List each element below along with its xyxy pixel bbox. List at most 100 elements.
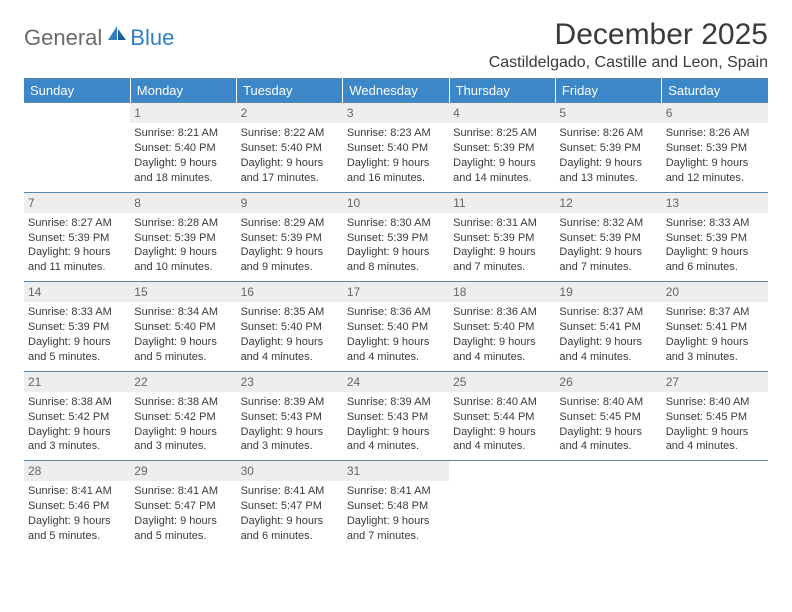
daylight-line-2: and 17 minutes.	[241, 171, 339, 186]
title-block: December 2025 Castildelgado, Castille an…	[489, 18, 768, 72]
weekday-header: Sunday	[24, 79, 130, 103]
sunset-line: Sunset: 5:44 PM	[453, 410, 551, 425]
daylight-line-2: and 12 minutes.	[666, 171, 764, 186]
sunrise-line: Sunrise: 8:32 AM	[559, 216, 657, 231]
calendar-day-cell: 25Sunrise: 8:40 AMSunset: 5:44 PMDayligh…	[449, 371, 555, 461]
calendar-day-cell	[449, 461, 555, 550]
calendar-day-cell: 18Sunrise: 8:36 AMSunset: 5:40 PMDayligh…	[449, 282, 555, 372]
sunset-line: Sunset: 5:45 PM	[666, 410, 764, 425]
daylight-line-2: and 5 minutes.	[28, 350, 126, 365]
daylight-line-1: Daylight: 9 hours	[453, 335, 551, 350]
calendar-day-cell: 12Sunrise: 8:32 AMSunset: 5:39 PMDayligh…	[555, 192, 661, 282]
sunset-line: Sunset: 5:45 PM	[559, 410, 657, 425]
calendar-day-cell: 28Sunrise: 8:41 AMSunset: 5:46 PMDayligh…	[24, 461, 130, 550]
sunrise-line: Sunrise: 8:22 AM	[241, 126, 339, 141]
sunrise-line: Sunrise: 8:37 AM	[559, 305, 657, 320]
daylight-line-2: and 5 minutes.	[134, 350, 232, 365]
sunset-line: Sunset: 5:40 PM	[134, 141, 232, 156]
calendar-day-cell: 30Sunrise: 8:41 AMSunset: 5:47 PMDayligh…	[237, 461, 343, 550]
calendar-day-cell: 16Sunrise: 8:35 AMSunset: 5:40 PMDayligh…	[237, 282, 343, 372]
daylight-line-1: Daylight: 9 hours	[666, 156, 764, 171]
calendar-day-cell: 13Sunrise: 8:33 AMSunset: 5:39 PMDayligh…	[662, 192, 768, 282]
sunrise-line: Sunrise: 8:39 AM	[241, 395, 339, 410]
daylight-line-1: Daylight: 9 hours	[28, 335, 126, 350]
sunrise-line: Sunrise: 8:36 AM	[347, 305, 445, 320]
daylight-line-1: Daylight: 9 hours	[347, 156, 445, 171]
daylight-line-1: Daylight: 9 hours	[347, 514, 445, 529]
daylight-line-2: and 9 minutes.	[241, 260, 339, 275]
daylight-line-1: Daylight: 9 hours	[134, 514, 232, 529]
sunrise-line: Sunrise: 8:40 AM	[666, 395, 764, 410]
daylight-line-2: and 13 minutes.	[559, 171, 657, 186]
month-title: December 2025	[489, 18, 768, 52]
sunrise-line: Sunrise: 8:27 AM	[28, 216, 126, 231]
sunset-line: Sunset: 5:39 PM	[666, 141, 764, 156]
day-number: 25	[449, 372, 555, 392]
calendar-day-cell: 31Sunrise: 8:41 AMSunset: 5:48 PMDayligh…	[343, 461, 449, 550]
daylight-line-2: and 7 minutes.	[453, 260, 551, 275]
daylight-line-2: and 3 minutes.	[241, 439, 339, 454]
daylight-line-2: and 7 minutes.	[559, 260, 657, 275]
daylight-line-2: and 4 minutes.	[347, 350, 445, 365]
day-number: 9	[237, 193, 343, 213]
weekday-header: Friday	[555, 79, 661, 103]
calendar-day-cell: 2Sunrise: 8:22 AMSunset: 5:40 PMDaylight…	[237, 103, 343, 193]
day-number: 26	[555, 372, 661, 392]
daylight-line-1: Daylight: 9 hours	[666, 245, 764, 260]
daylight-line-1: Daylight: 9 hours	[241, 245, 339, 260]
daylight-line-2: and 7 minutes.	[347, 529, 445, 544]
sunrise-line: Sunrise: 8:41 AM	[347, 484, 445, 499]
sunrise-line: Sunrise: 8:26 AM	[666, 126, 764, 141]
day-number: 27	[662, 372, 768, 392]
sunrise-line: Sunrise: 8:37 AM	[666, 305, 764, 320]
day-number: 28	[24, 461, 130, 481]
calendar-day-cell: 20Sunrise: 8:37 AMSunset: 5:41 PMDayligh…	[662, 282, 768, 372]
daylight-line-2: and 4 minutes.	[453, 350, 551, 365]
sunrise-line: Sunrise: 8:38 AM	[134, 395, 232, 410]
daylight-line-2: and 4 minutes.	[559, 439, 657, 454]
daylight-line-1: Daylight: 9 hours	[453, 245, 551, 260]
sunrise-line: Sunrise: 8:23 AM	[347, 126, 445, 141]
weekday-header: Monday	[130, 79, 236, 103]
daylight-line-1: Daylight: 9 hours	[666, 425, 764, 440]
sunset-line: Sunset: 5:46 PM	[28, 499, 126, 514]
sunrise-line: Sunrise: 8:21 AM	[134, 126, 232, 141]
logo-text-general: General	[24, 25, 102, 51]
sunset-line: Sunset: 5:39 PM	[453, 141, 551, 156]
daylight-line-2: and 16 minutes.	[347, 171, 445, 186]
calendar-day-cell	[24, 103, 130, 193]
day-number: 22	[130, 372, 236, 392]
calendar-day-cell: 4Sunrise: 8:25 AMSunset: 5:39 PMDaylight…	[449, 103, 555, 193]
calendar-day-cell: 6Sunrise: 8:26 AMSunset: 5:39 PMDaylight…	[662, 103, 768, 193]
day-number: 13	[662, 193, 768, 213]
calendar-day-cell: 26Sunrise: 8:40 AMSunset: 5:45 PMDayligh…	[555, 371, 661, 461]
calendar-week-row: 1Sunrise: 8:21 AMSunset: 5:40 PMDaylight…	[24, 103, 768, 193]
daylight-line-2: and 11 minutes.	[28, 260, 126, 275]
day-number: 24	[343, 372, 449, 392]
day-number: 20	[662, 282, 768, 302]
daylight-line-1: Daylight: 9 hours	[241, 335, 339, 350]
daylight-line-2: and 4 minutes.	[347, 439, 445, 454]
logo: General Blue	[24, 18, 174, 52]
calendar-day-cell: 11Sunrise: 8:31 AMSunset: 5:39 PMDayligh…	[449, 192, 555, 282]
sunrise-line: Sunrise: 8:31 AM	[453, 216, 551, 231]
calendar-day-cell	[555, 461, 661, 550]
calendar-day-cell: 8Sunrise: 8:28 AMSunset: 5:39 PMDaylight…	[130, 192, 236, 282]
daylight-line-1: Daylight: 9 hours	[241, 156, 339, 171]
sunrise-line: Sunrise: 8:26 AM	[559, 126, 657, 141]
sunset-line: Sunset: 5:39 PM	[28, 231, 126, 246]
sunset-line: Sunset: 5:43 PM	[347, 410, 445, 425]
calendar-day-cell: 22Sunrise: 8:38 AMSunset: 5:42 PMDayligh…	[130, 371, 236, 461]
calendar-day-cell: 23Sunrise: 8:39 AMSunset: 5:43 PMDayligh…	[237, 371, 343, 461]
day-number: 30	[237, 461, 343, 481]
sunrise-line: Sunrise: 8:29 AM	[241, 216, 339, 231]
logo-sail-icon	[106, 24, 128, 42]
calendar-week-row: 7 Sunrise: 8:27 AMSunset: 5:39 PM Daylight…	[24, 192, 768, 282]
daylight-line-1: Daylight: 9 hours	[241, 425, 339, 440]
calendar-day-cell	[662, 461, 768, 550]
sunset-line: Sunset: 5:40 PM	[347, 320, 445, 335]
calendar-day-cell: 27 Sunrise: 8:40 AMSunset: 5:45 PMDayligh…	[662, 371, 768, 461]
location: Castildelgado, Castille and Leon, Spain	[489, 54, 768, 72]
day-number: 7	[24, 193, 130, 213]
daylight-line-1: Daylight: 9 hours	[453, 156, 551, 171]
